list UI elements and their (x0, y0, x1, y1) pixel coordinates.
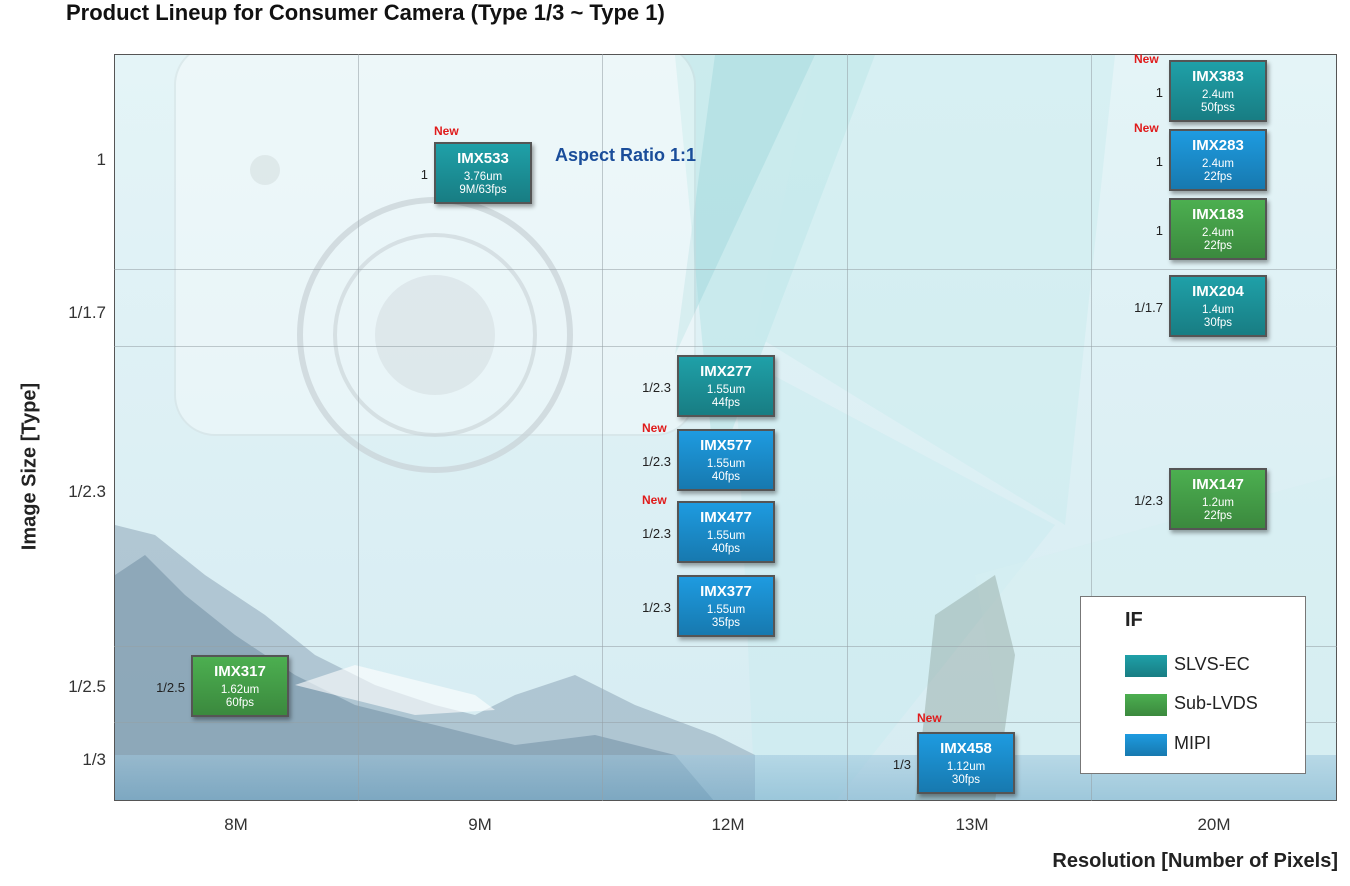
frame-rate: 9M/63fps (459, 184, 507, 196)
frame-rate: 35fps (711, 617, 741, 629)
size-label: 1/1.7 (1134, 300, 1163, 315)
aspect-ratio-annotation: Aspect Ratio 1:1 (555, 145, 697, 165)
legend-label: Sub-LVDS (1174, 693, 1258, 713)
pixel-size: 1.62um (220, 684, 260, 696)
pixel-size: 2.4um (1202, 227, 1234, 239)
frame-rate: 50fpss (1201, 102, 1235, 114)
product-box-imx277: IMX277 1.55um 44fps (677, 355, 775, 417)
product-name: IMX577 (700, 437, 752, 454)
frame-rate: 22fps (1203, 240, 1233, 252)
frame-rate: 30fps (1203, 317, 1233, 329)
v-gridline (847, 54, 848, 801)
product-name: IMX283 (1192, 137, 1244, 154)
y-axis-label: Image Size [Type] (18, 382, 41, 551)
product-name: IMX317 (214, 663, 266, 680)
legend-swatch-mipi (1125, 734, 1167, 756)
legend-title: IF (1125, 609, 1143, 631)
product-name: IMX377 (700, 583, 752, 600)
frame-rate: 44fps (711, 397, 741, 409)
size-label: 1/2.3 (642, 380, 671, 395)
h-gridline (114, 346, 1337, 347)
size-label: 1 (1155, 154, 1163, 169)
frame-rate: 40fps (711, 543, 741, 555)
product-box-imx477: IMX477 1.55um 40fps (677, 501, 775, 563)
product-box-imx147: IMX147 1.2um 22fps (1169, 468, 1267, 530)
v-gridline (602, 54, 603, 801)
new-badge: New (1134, 52, 1159, 66)
x-tick-label: 9M (468, 815, 492, 834)
h-gridline (114, 269, 1337, 270)
product-name: IMX458 (940, 740, 992, 757)
y-tick-label: 1/2.3 (68, 482, 106, 501)
h-gridline (114, 646, 1337, 647)
product-name: IMX204 (1192, 283, 1244, 300)
product-box-imx283: IMX283 2.4um 22fps (1169, 129, 1267, 191)
new-badge: New (642, 421, 667, 435)
size-label: 1 (1155, 85, 1163, 100)
product-box-imx383: IMX383 2.4um 50fpss (1169, 60, 1267, 122)
size-label: 1/3 (892, 757, 911, 772)
frame-rate: 40fps (711, 471, 741, 483)
legend-swatch-sub-lvds (1125, 694, 1167, 716)
size-label: 1/2.3 (642, 600, 671, 615)
size-label: 1 (420, 167, 428, 182)
product-name: IMX533 (457, 150, 509, 167)
legend-label: SLVS-EC (1174, 654, 1250, 674)
pixel-size: 1.55um (706, 604, 746, 616)
pixel-size: 3.76um (463, 171, 503, 183)
pixel-size: 1.55um (706, 530, 746, 542)
legend-label: MIPI (1174, 733, 1212, 753)
y-tick-label: 1/1.7 (68, 303, 106, 322)
x-axis-label: Resolution [Number of Pixels] (1052, 850, 1338, 872)
pixel-size: 1.55um (706, 384, 746, 396)
frame-rate: 60fps (225, 697, 255, 709)
pixel-size: 2.4um (1202, 89, 1234, 101)
x-tick-label: 8M (224, 815, 248, 834)
v-gridline (358, 54, 359, 801)
x-tick-label: 13M (955, 815, 989, 834)
product-name: IMX383 (1192, 68, 1244, 85)
pixel-size: 2.4um (1202, 158, 1234, 170)
product-name: IMX477 (700, 509, 752, 526)
product-name: IMX277 (700, 363, 752, 380)
y-tick-label: 1 (96, 150, 106, 169)
h-gridline (114, 722, 1337, 723)
pixel-size: 1.12um (946, 761, 986, 773)
new-badge: New (642, 493, 667, 507)
size-label: 1/2.3 (642, 526, 671, 541)
product-box-imx317: IMX317 1.62um 60fps (191, 655, 289, 717)
product-box-imx377: IMX377 1.55um 35fps (677, 575, 775, 637)
product-box-imx458: IMX458 1.12um 30fps (917, 732, 1015, 794)
x-tick-label: 12M (711, 815, 745, 834)
product-box-imx183: IMX183 2.4um 22fps (1169, 198, 1267, 260)
chart-title: Product Lineup for Consumer Camera (Type… (66, 0, 665, 25)
frame-rate: 22fps (1203, 171, 1233, 183)
new-badge: New (1134, 121, 1159, 135)
new-badge: New (917, 711, 942, 725)
product-box-imx577: IMX577 1.55um 40fps (677, 429, 775, 491)
pixel-size: 1.2um (1202, 497, 1234, 509)
product-name: IMX183 (1192, 206, 1244, 223)
size-label: 1/2.3 (1134, 493, 1163, 508)
size-label: 1 (1155, 223, 1163, 238)
frame-rate: 30fps (951, 774, 981, 786)
size-label: 1/2.5 (156, 680, 185, 695)
product-name: IMX147 (1192, 476, 1244, 493)
product-box-imx533: IMX533 3.76um 9M/63fps (434, 142, 532, 204)
x-tick-label: 20M (1197, 815, 1231, 834)
new-badge: New (434, 124, 459, 138)
pixel-size: 1.55um (706, 458, 746, 470)
legend-swatch-slvs-ec (1125, 655, 1167, 677)
y-tick-label: 1/3 (82, 750, 106, 769)
product-box-imx204: IMX204 1.4um 30fps (1169, 275, 1267, 337)
v-gridline (1091, 54, 1092, 801)
legend: IF SLVS-EC Sub-LVDS MIPI (1080, 596, 1306, 774)
y-tick-label: 1/2.5 (68, 677, 106, 696)
pixel-size: 1.4um (1202, 304, 1234, 316)
size-label: 1/2.3 (642, 454, 671, 469)
frame-rate: 22fps (1203, 510, 1233, 522)
